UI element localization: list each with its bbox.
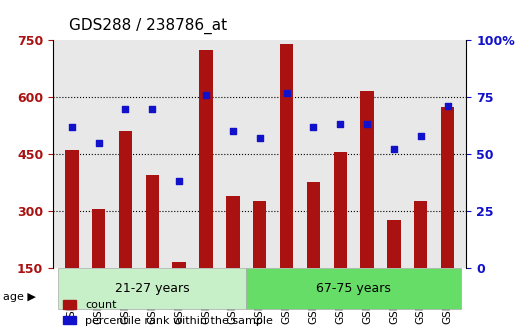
Point [121,106,130,111]
Point [175,179,183,184]
Point [202,92,210,97]
Text: age ▶: age ▶ [3,292,36,302]
Bar [226,196,240,325]
Bar [119,131,132,325]
Legend: count, percentile rank within the sample: count, percentile rank within the sample [58,296,278,330]
Point [444,103,452,109]
Bar [333,152,347,325]
Point [390,147,398,152]
Bar [65,150,78,325]
Bar [414,201,428,325]
Bar [387,220,401,325]
Point [255,135,264,141]
Text: GDS288 / 238786_at: GDS288 / 238786_at [69,17,227,34]
Text: 21-27 years: 21-27 years [115,282,190,295]
FancyBboxPatch shape [246,268,461,309]
Bar [307,182,320,325]
Point [336,122,344,127]
Bar [172,262,186,325]
Point [282,90,291,95]
Bar [146,175,159,325]
Bar [280,44,293,325]
Bar [441,107,454,325]
Point [94,140,103,145]
FancyBboxPatch shape [58,268,246,309]
Point [228,129,237,134]
Point [309,124,317,129]
Point [67,124,76,129]
Point [148,106,156,111]
Bar [92,209,105,325]
Bar [360,91,374,325]
Bar [253,201,267,325]
Point [417,133,425,138]
Point [363,122,372,127]
Bar [199,50,213,325]
Text: 67-75 years: 67-75 years [316,282,391,295]
